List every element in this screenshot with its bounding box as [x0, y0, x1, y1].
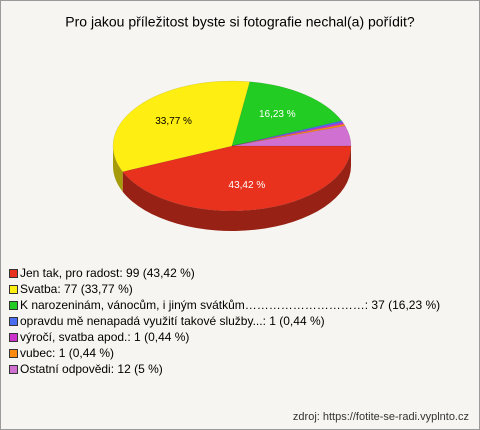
legend-item: výročí, svatba apod.: 1 (0,44 %)	[9, 329, 464, 345]
slice-label: 33,77 %	[155, 116, 192, 127]
legend-item: Svatba: 77 (33,77 %)	[9, 281, 464, 297]
legend-label: opravdu mě nenapadá využití takové služb…	[20, 314, 325, 328]
legend-swatch	[9, 365, 18, 374]
legend-item: Jen tak, pro radost: 99 (43,42 %)	[9, 265, 464, 281]
legend-item: K narozeninám, vánocům, i jiným svátkům……	[9, 297, 464, 313]
slice-side	[122, 146, 351, 232]
legend-label: Svatba: 77 (33,77 %)	[20, 282, 133, 296]
legend-swatch	[9, 349, 18, 358]
source: zdroj: https://fotite-se-radi.vyplnto.cz	[292, 411, 469, 423]
slice-label: 43,42 %	[229, 180, 266, 191]
slice	[112, 80, 251, 172]
pie-area: Pro jakou příležitost byste si fotografi…	[65, 14, 415, 232]
legend-item: vubec: 1 (0,44 %)	[9, 345, 464, 361]
legend-label: Jen tak, pro radost: 99 (43,42 %)	[20, 266, 195, 280]
slice-label: 16,23 %	[259, 109, 296, 120]
legend-item: Ostatní odpovědi: 12 (5 %)	[9, 361, 464, 377]
legend-swatch	[9, 317, 18, 326]
legend-label: K narozeninám, vánocům, i jiným svátkům……	[20, 298, 441, 312]
legend-label: Ostatní odpovědi: 12 (5 %)	[20, 362, 163, 376]
slice	[231, 81, 343, 147]
chart-title: Pro jakou příležitost byste si fotografi…	[65, 14, 415, 30]
legend-label: výročí, svatba apod.: 1 (0,44 %)	[20, 330, 190, 344]
legend-label: vubec: 1 (0,44 %)	[20, 346, 115, 360]
slice	[231, 125, 352, 147]
legend-swatch	[9, 301, 18, 310]
slice	[231, 120, 344, 147]
slice-side	[113, 146, 123, 192]
legend-swatch	[9, 269, 18, 278]
legend-item: opravdu mě nenapadá využití takové služb…	[9, 313, 464, 329]
slice	[122, 145, 352, 212]
legend-swatch	[9, 333, 18, 342]
legend: Jen tak, pro radost: 99 (43,42 %) Svatba:…	[9, 265, 464, 377]
legend-swatch	[9, 285, 18, 294]
slice	[231, 122, 345, 147]
slice	[231, 123, 346, 147]
